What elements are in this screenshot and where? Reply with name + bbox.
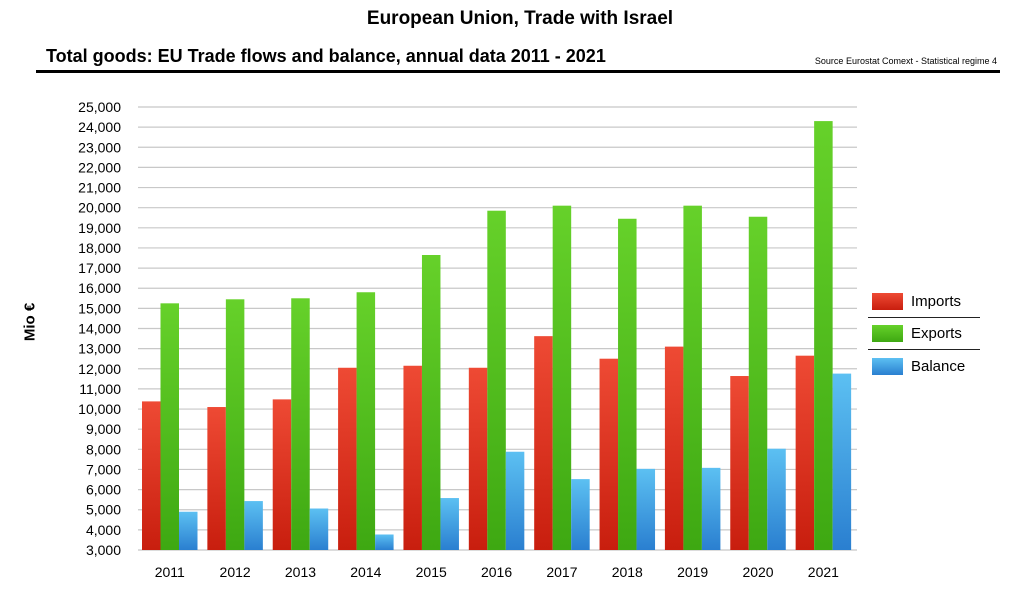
y-tick-label: 18,000 bbox=[78, 240, 121, 256]
balance-bar bbox=[440, 498, 459, 550]
legend-item-balance: Balance bbox=[868, 350, 980, 382]
chart-title: European Union, Trade with Israel bbox=[366, 8, 674, 29]
balance-bar bbox=[636, 468, 656, 550]
y-tick-label: 11,000 bbox=[79, 381, 121, 397]
y-tick-label: 25,000 bbox=[78, 99, 121, 115]
imports-bar bbox=[403, 365, 422, 550]
y-axis-ticks: 3,000 4,000 5,000 6,000 7,000 8,000 9,000 10,00… bbox=[78, 99, 121, 558]
exports-bar bbox=[225, 299, 245, 550]
y-tick-label: 4,000 bbox=[86, 522, 121, 538]
y-tick-label: 7,000 bbox=[86, 461, 121, 477]
exports-bar bbox=[487, 210, 506, 550]
y-tick-label: 17,000 bbox=[78, 260, 121, 276]
x-tick-label: 2019 bbox=[677, 564, 708, 580]
exports-bar bbox=[160, 303, 179, 550]
y-axis-label: Mio € bbox=[21, 302, 39, 342]
exports-bar bbox=[552, 205, 572, 550]
exports-bar bbox=[356, 292, 376, 550]
y-tick-label: 15,000 bbox=[78, 300, 121, 316]
imports-bar bbox=[142, 401, 161, 550]
x-tick-label: 2020 bbox=[742, 564, 773, 580]
bars bbox=[142, 121, 852, 551]
imports-bar bbox=[730, 376, 749, 550]
y-tick-label: 14,000 bbox=[78, 321, 121, 337]
y-tick-label: 21,000 bbox=[78, 180, 121, 196]
y-tick-label: 8,000 bbox=[86, 441, 121, 457]
balance-bar bbox=[179, 511, 198, 550]
y-tick-label: 22,000 bbox=[78, 159, 121, 175]
y-tick-label: 24,000 bbox=[78, 119, 121, 135]
y-tick-label: 13,000 bbox=[78, 341, 121, 357]
chart-subtitle: Total goods: EU Trade flows and balance,… bbox=[46, 46, 606, 66]
y-tick-label: 23,000 bbox=[78, 139, 121, 155]
imports-bar bbox=[795, 355, 815, 550]
exports-bar bbox=[814, 121, 833, 550]
source-note: Source Eurostat Comext - Statistical reg… bbox=[814, 56, 997, 66]
exports-bar bbox=[748, 216, 768, 551]
x-tick-label: 2016 bbox=[481, 564, 512, 580]
x-tick-label: 2015 bbox=[416, 564, 447, 580]
exports-bar bbox=[291, 298, 310, 550]
balance-bar bbox=[571, 479, 590, 550]
x-tick-label: 2017 bbox=[546, 564, 577, 580]
legend: Imports Exports Balance bbox=[868, 286, 980, 382]
legend-label-balance: Balance bbox=[911, 357, 966, 375]
balance-bar bbox=[375, 534, 394, 550]
imports-swatch bbox=[872, 293, 903, 310]
balance-bar bbox=[767, 448, 786, 550]
y-tick-label: 12,000 bbox=[78, 361, 121, 377]
x-tick-label: 2014 bbox=[350, 564, 381, 580]
y-tick-label: 20,000 bbox=[78, 200, 121, 216]
balance-bar bbox=[309, 508, 329, 550]
x-axis-ticks: 2011 2012 2013 2014 2015 2016 2017 2018 2019 2020… bbox=[155, 564, 839, 580]
x-tick-label: 2011 bbox=[155, 564, 185, 580]
balance-bar bbox=[244, 501, 263, 550]
imports-bar bbox=[599, 358, 619, 550]
legend-label-imports: Imports bbox=[911, 293, 962, 310]
balance-swatch bbox=[872, 357, 903, 375]
exports-bar bbox=[618, 218, 637, 550]
imports-bar bbox=[272, 399, 292, 550]
balance-bar bbox=[701, 467, 721, 550]
legend-item-exports: Exports bbox=[868, 318, 980, 350]
y-tick-label: 10,000 bbox=[78, 401, 121, 417]
x-tick-label: 2018 bbox=[612, 564, 643, 580]
imports-bar bbox=[664, 346, 684, 550]
y-tick-label: 16,000 bbox=[78, 280, 121, 296]
balance-bar bbox=[832, 373, 852, 550]
balance-bar bbox=[505, 451, 525, 550]
title-divider bbox=[36, 70, 1000, 73]
y-tick-label: 5,000 bbox=[86, 502, 121, 518]
x-tick-label: 2012 bbox=[220, 564, 251, 580]
y-tick-label: 9,000 bbox=[86, 421, 121, 437]
exports-bar bbox=[683, 205, 702, 550]
imports-bar bbox=[338, 367, 357, 550]
exports-bar bbox=[421, 255, 441, 551]
legend-label-exports: Exports bbox=[911, 325, 962, 342]
imports-bar bbox=[534, 336, 553, 550]
x-tick-label: 2021 bbox=[808, 564, 839, 580]
y-tick-label: 3,000 bbox=[86, 542, 121, 558]
y-tick-label: 6,000 bbox=[86, 482, 121, 498]
legend-item-imports: Imports bbox=[868, 286, 980, 318]
x-tick-label: 2013 bbox=[285, 564, 316, 580]
exports-swatch bbox=[872, 325, 903, 342]
y-tick-label: 19,000 bbox=[78, 220, 121, 236]
imports-bar bbox=[468, 367, 488, 550]
imports-bar bbox=[207, 407, 226, 550]
